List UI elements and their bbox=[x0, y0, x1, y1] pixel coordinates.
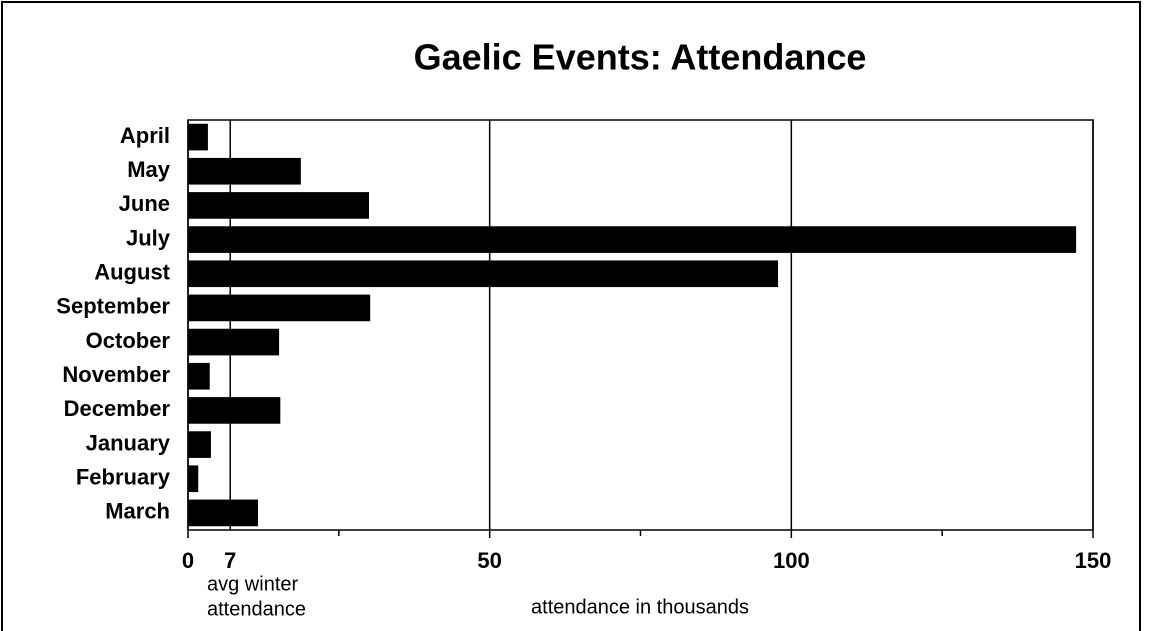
x-tick-label: 100 bbox=[773, 548, 810, 573]
bar bbox=[188, 192, 369, 219]
bar bbox=[188, 397, 281, 424]
reference-annotation: avg winter bbox=[207, 573, 298, 595]
y-tick-label: May bbox=[127, 157, 171, 182]
bar bbox=[188, 362, 210, 390]
y-tick-label: July bbox=[126, 225, 171, 250]
x-tick-label: 50 bbox=[477, 548, 501, 573]
x-axis-label: attendance in thousands bbox=[531, 596, 749, 618]
y-tick-label: November bbox=[62, 362, 170, 387]
y-tick-label: February bbox=[76, 465, 171, 490]
reference-label: 7 bbox=[224, 548, 236, 573]
bar bbox=[188, 294, 371, 322]
bar bbox=[188, 226, 1077, 253]
reference-annotation: attendance bbox=[207, 598, 306, 620]
y-tick-label: October bbox=[86, 328, 171, 353]
x-tick-label: 150 bbox=[1075, 548, 1112, 573]
y-tick-label: April bbox=[120, 123, 170, 148]
y-tick-label: September bbox=[56, 294, 170, 319]
y-tick-label: August bbox=[94, 260, 170, 285]
bar bbox=[188, 499, 258, 527]
y-tick-label: March bbox=[105, 499, 170, 524]
y-tick-label: December bbox=[64, 396, 171, 421]
y-tick-label: January bbox=[86, 430, 171, 455]
x-tick-label: 0 bbox=[182, 548, 194, 573]
bar bbox=[188, 260, 779, 288]
y-tick-label: June bbox=[119, 191, 170, 216]
bar bbox=[188, 431, 211, 458]
bar bbox=[188, 465, 199, 493]
bar bbox=[188, 328, 280, 356]
bar bbox=[188, 123, 208, 151]
bar bbox=[188, 157, 301, 185]
plot-area bbox=[187, 119, 1094, 531]
chart-title: Gaelic Events: Attendance bbox=[414, 37, 867, 78]
